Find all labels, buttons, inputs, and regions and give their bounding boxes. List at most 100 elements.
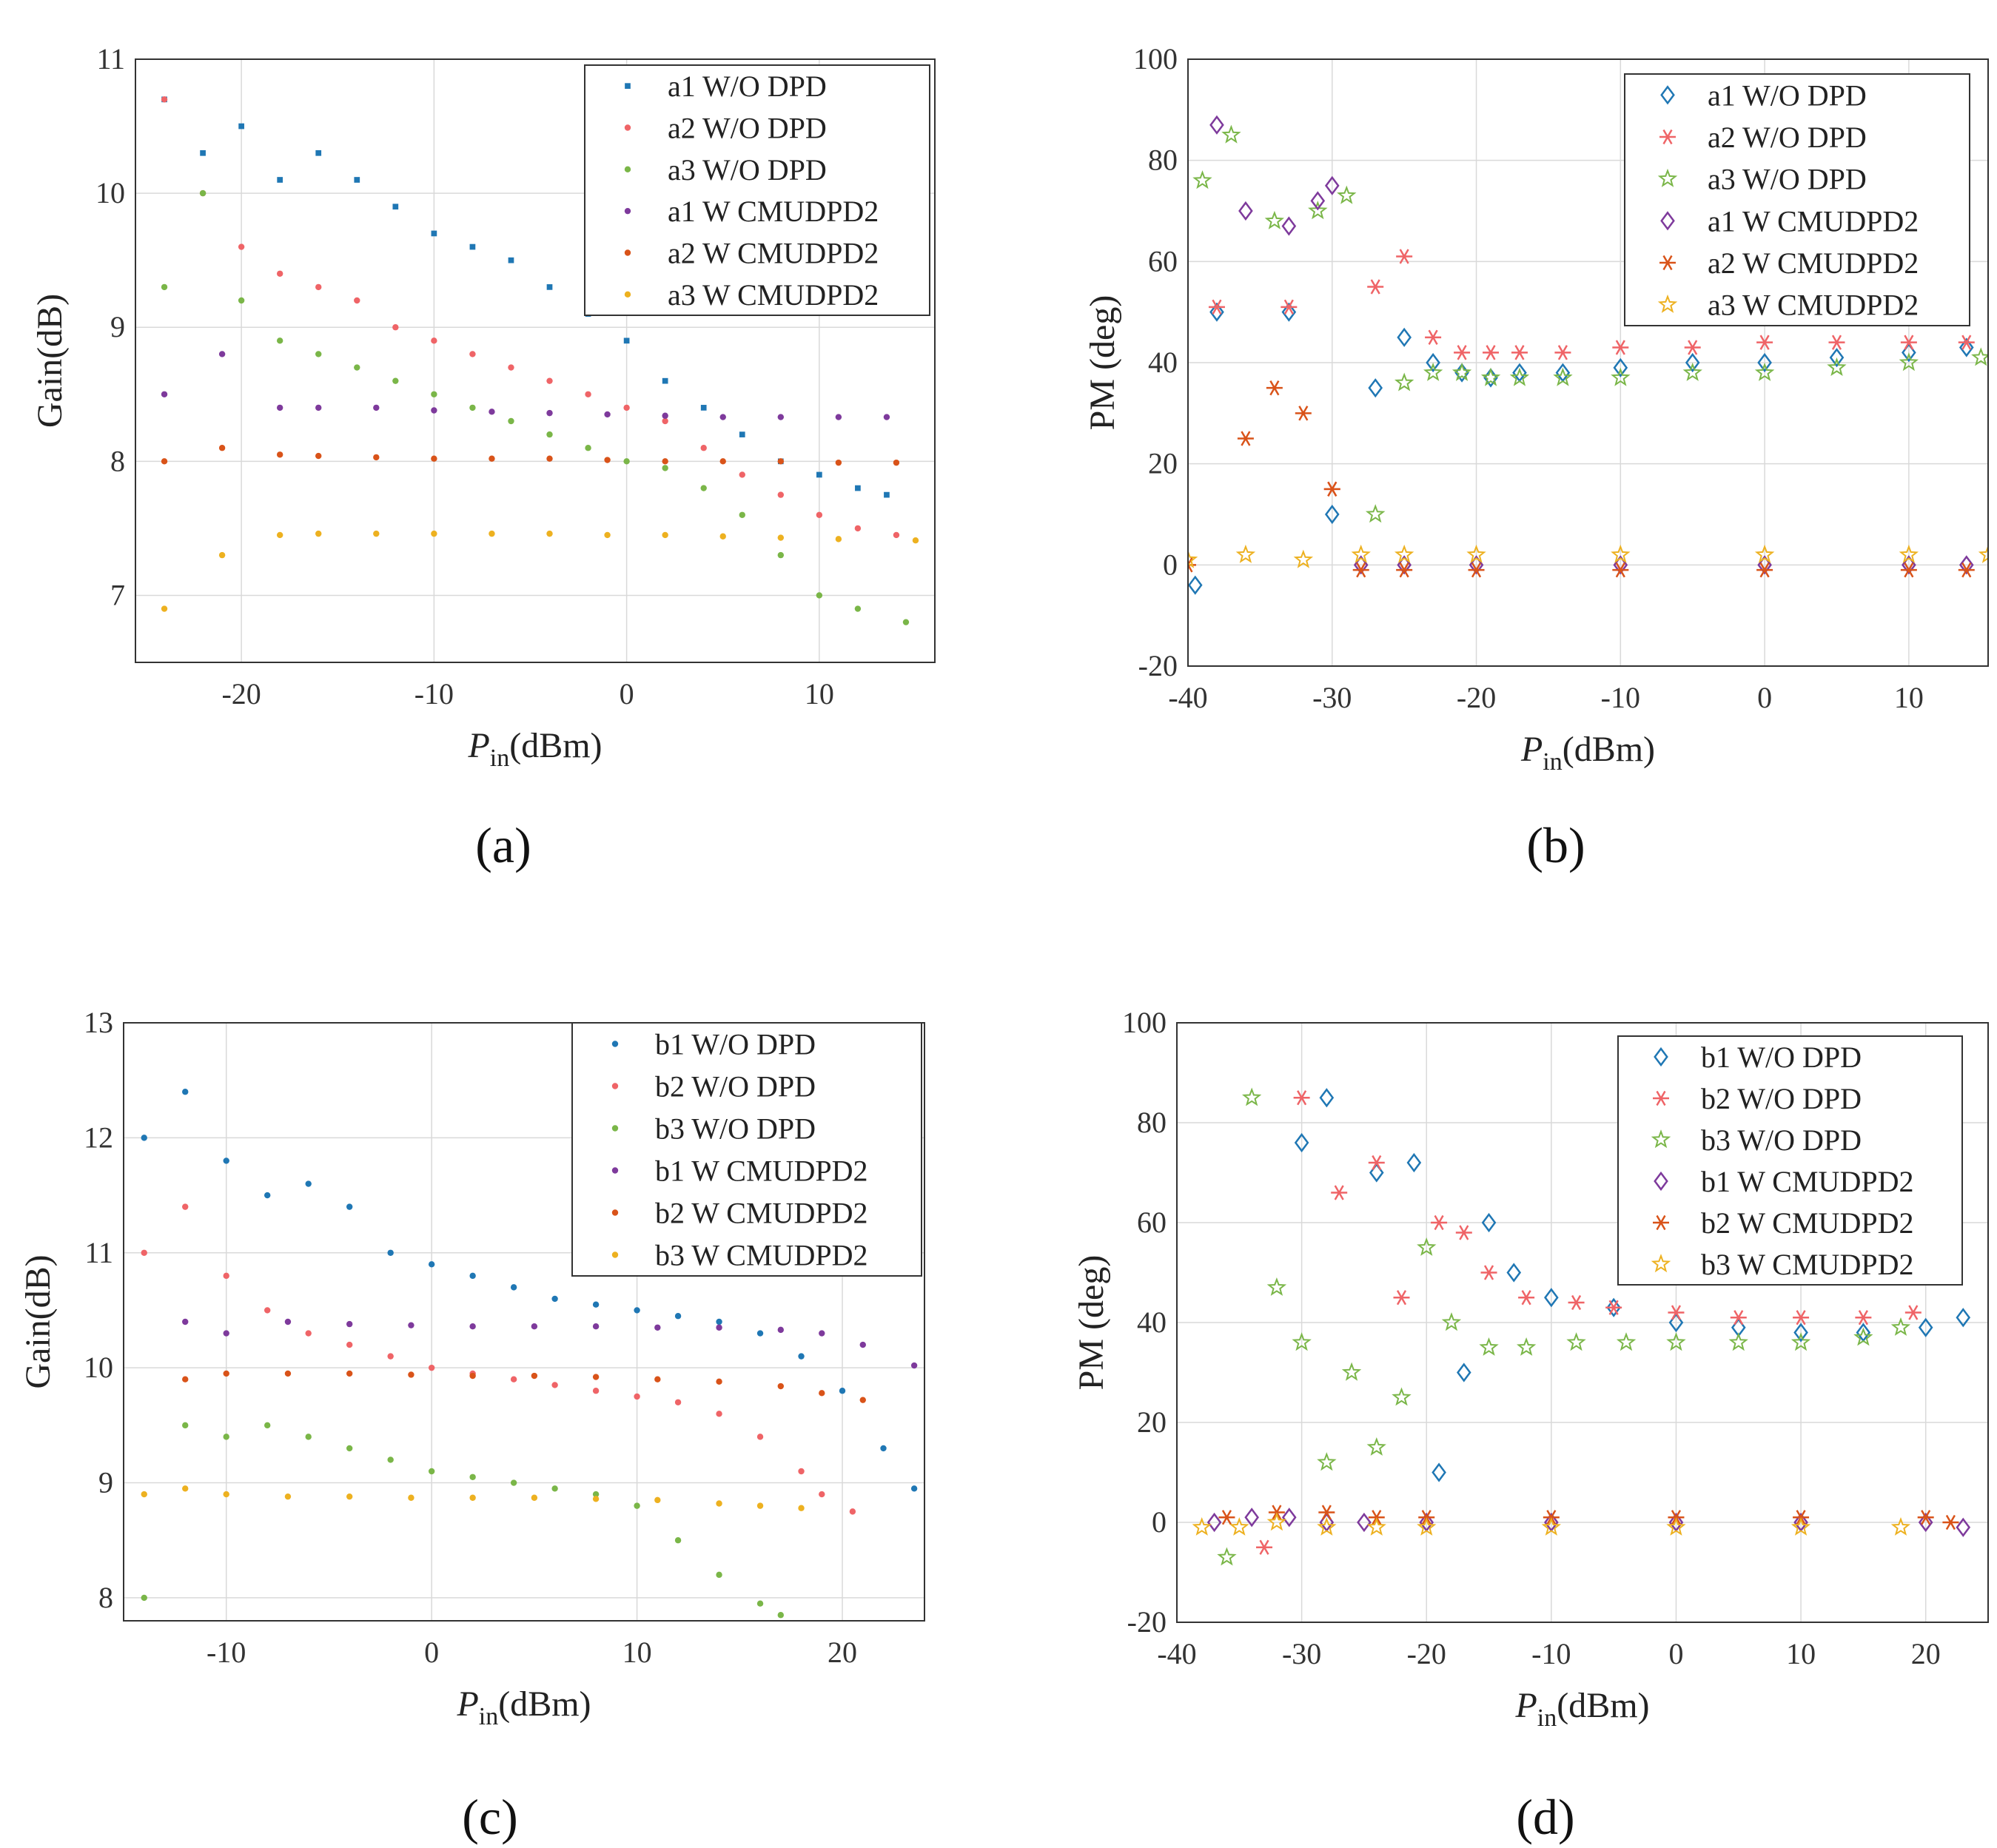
data-point [1790,1332,1811,1351]
data-point [1393,1290,1410,1306]
data-point [489,409,495,415]
x-axis-label-sub: in [479,1703,498,1730]
data-point [1511,345,1528,360]
data-point [1432,1462,1446,1482]
data-point [431,337,437,344]
y-tick-label: 60 [1137,1206,1167,1239]
data-point [592,1496,600,1502]
data-point [1368,1155,1385,1171]
data-point [1890,1516,1911,1536]
series-a3-w-cmudpd2 [1188,544,1988,568]
data-point [1959,337,1974,357]
data-point [1281,216,1297,236]
data-points [161,96,919,625]
series-a3-w-o-dpd [161,189,910,625]
data-point [373,454,380,461]
data-point [305,1180,312,1187]
data-point [1899,544,1919,563]
data-point [883,414,890,420]
data-point [489,530,495,537]
y-axis-label: Gain(dB) [19,1254,58,1388]
data-point [816,592,823,599]
data-point [182,1376,189,1382]
chart-panel-3: -10 0 10 20 8 9 10 11 12 13 Gain(dB) Pin(dBm) b1 W/O… [19,1006,925,1845]
data-point [835,459,842,466]
data-point [716,1500,722,1507]
x-axis-label-sub: in [1537,1704,1557,1732]
panel-label: (c) [462,1789,517,1845]
data-point [1483,345,1500,360]
data-point [392,324,399,331]
data-point [835,536,842,542]
data-point [739,471,745,478]
data-point [1754,544,1775,563]
data-point [662,417,668,425]
y-tick-label: 11 [96,42,125,75]
data-point [1611,367,1631,386]
data-point [238,297,245,304]
data-point [1357,1512,1372,1533]
data-point [428,1364,435,1371]
data-point [1900,335,1917,350]
series-b2-w-cmudpd2 [182,1370,866,1403]
data-point [1406,1152,1422,1173]
y-tick-label: 10 [95,176,125,209]
data-point [1206,1512,1222,1533]
data-point [1397,327,1412,347]
data-point [777,458,785,465]
legend-marker [611,1167,619,1174]
data-point [305,1434,312,1440]
data-point [1188,549,1198,568]
series-a2-w-o-dpd [1208,249,1975,497]
data-point [1319,1088,1335,1108]
y-tick-label: 13 [84,1006,113,1039]
axes-frame [1176,1022,1989,1623]
data-point [1918,1317,1933,1337]
data-point [223,1330,229,1337]
data-point [1457,1363,1471,1382]
legend-marker [1659,255,1676,271]
x-tick-label: -40 [1157,1637,1196,1670]
chart-panel-2: -40 -30 -20 -10 0 10 -20 0 20 40 60 80 100 PM (deg) Pi… [1083,42,1989,873]
data-point [373,404,380,411]
y-axis-label: PM (deg) [1072,1255,1111,1391]
legend-entry: b1 W CMUDPD2 [1701,1165,1913,1198]
x-tick-label: 20 [828,1636,857,1669]
data-point [408,1494,414,1501]
data-point [1341,1362,1362,1381]
data-point [716,1378,722,1385]
data-point [816,471,822,478]
data-point [551,1382,558,1388]
data-point [431,530,437,537]
y-tick-label: 9 [98,1466,113,1499]
legend-marker [1653,1214,1669,1231]
data-point [1238,201,1253,221]
data-point [585,445,591,451]
data-point [508,257,514,263]
data-point [1666,1516,1686,1536]
data-point [1352,562,1369,578]
data-point [1506,1263,1522,1283]
data-point [604,457,611,463]
data-point [1900,562,1917,578]
data-point [662,377,668,384]
data-point [315,351,322,357]
data-point [819,1491,825,1498]
legend-marker [611,1209,619,1216]
data-point [1828,335,1845,350]
legend-entry: b3 W/O DPD [655,1112,816,1146]
data-point [238,243,245,250]
data-point [1958,562,1975,578]
data-point [469,243,476,250]
data-point [1317,1516,1337,1536]
data-point [315,404,322,411]
data-point [1217,1547,1237,1566]
data-point [1264,210,1284,229]
data-point [662,412,668,419]
data-point [1369,1163,1384,1183]
data-point [182,1318,189,1325]
data-point [1684,340,1701,355]
data-point [1292,1332,1312,1351]
data-point [1757,352,1772,373]
data-point [1331,1185,1348,1200]
